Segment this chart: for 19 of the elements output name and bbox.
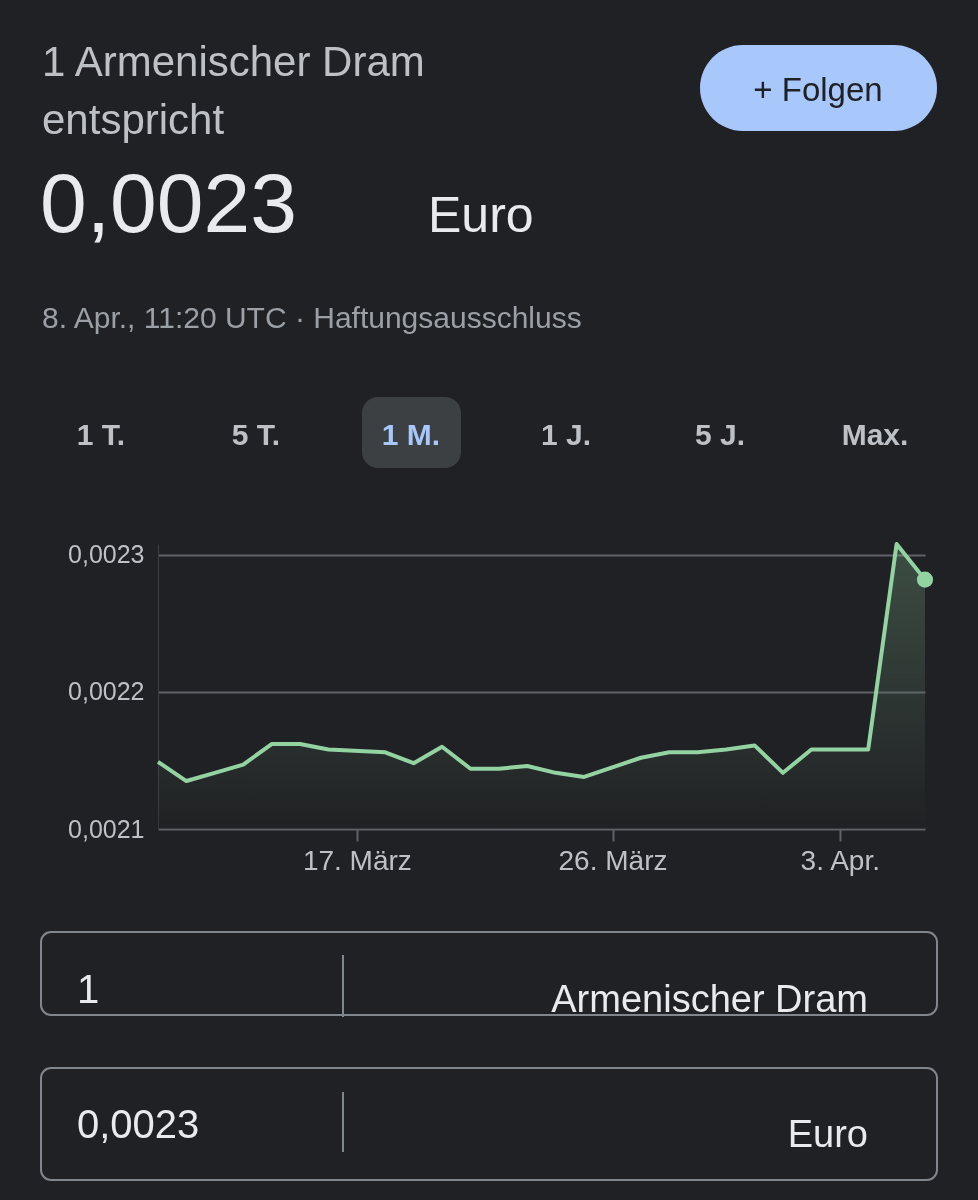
chart-title: 1 Armenischer Dram entspricht (42, 38, 425, 143)
text: Armenischer Dram (551, 978, 868, 1020)
text: 5 J. (694, 418, 746, 451)
text: 8. Apr., 11:20 UTC · Haftungsausschluss (42, 301, 582, 334)
y-tick-label: 0,0022 (68, 677, 145, 706)
text: + Folgen (753, 71, 883, 108)
y-tick-label: 0,0023 (68, 540, 145, 569)
text: 5 T. (231, 418, 281, 451)
y-tick-label: 0,0021 (68, 814, 145, 843)
x-tick-label: 17. März (302, 844, 412, 876)
text: 0,0023 Euro (40, 156, 534, 250)
x-tick-label: 26. März (558, 844, 668, 876)
text: 1 (77, 967, 100, 1011)
text: Max. (841, 418, 909, 451)
text: Euro (787, 1113, 868, 1155)
text: 1 J. (540, 418, 592, 451)
text: 1 M. (381, 418, 441, 451)
x-tick-label: 3. Apr. (800, 844, 880, 876)
text: 1 T. (76, 418, 126, 451)
